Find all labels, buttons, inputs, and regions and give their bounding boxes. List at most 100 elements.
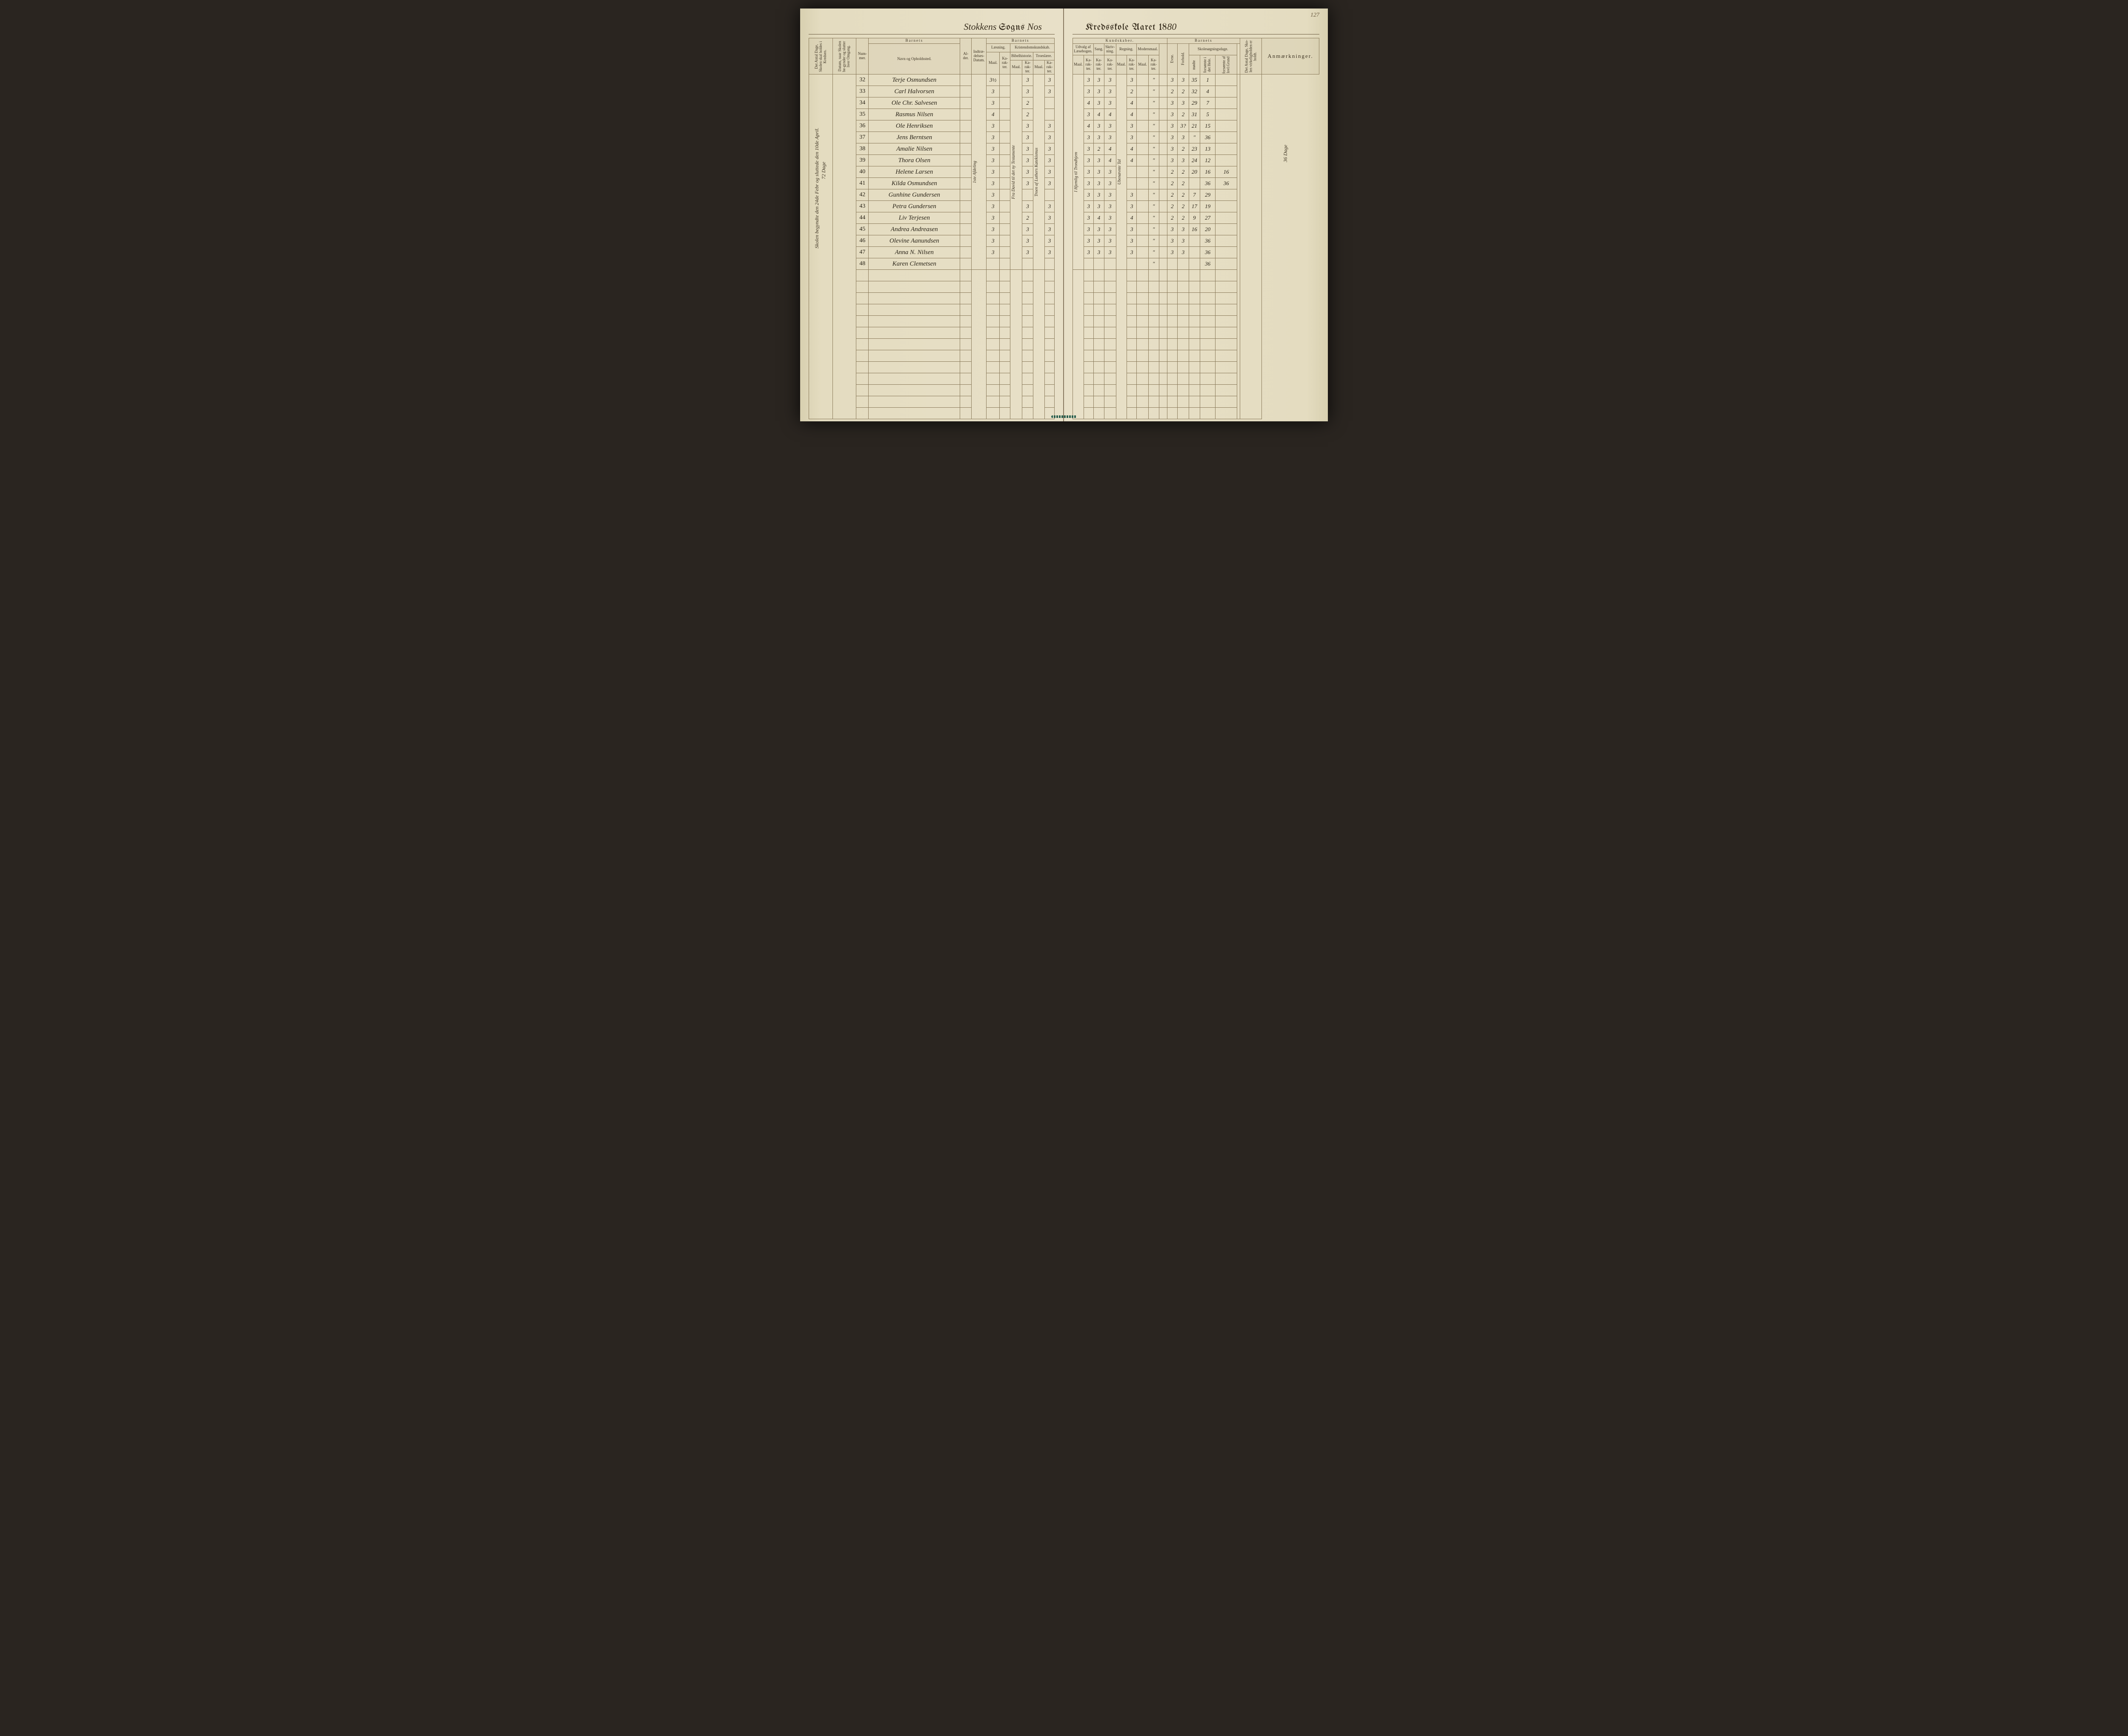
cell-laes-m: 3 [987, 97, 1000, 109]
cell-name: Petra Gundersen [869, 201, 960, 212]
col-navn: Navn og Opholdssted. [869, 43, 960, 74]
cell-nummer: 44 [856, 212, 869, 224]
cell-modte: 16 [1189, 224, 1200, 235]
group-kundskaber: Kundskaber. [1073, 38, 1167, 44]
cell-bib-k [1022, 189, 1033, 201]
col-alder: Al-der. [960, 38, 972, 74]
sub-bibel: Bibelhistorie. [1010, 52, 1033, 60]
cell-blank [1159, 132, 1167, 143]
cell-forhold: 2 [1178, 166, 1189, 178]
cell-forhold: 3 [1178, 155, 1189, 166]
cell-nummer: 39 [856, 155, 869, 166]
cell-laes-k [1000, 258, 1010, 270]
cell-skr: 3 [1104, 235, 1116, 247]
cell-alder [960, 155, 972, 166]
cell-modte: 20 [1189, 166, 1200, 178]
cell-reg-maal: Ubenævnte Tal [1116, 74, 1127, 270]
cell-blank [1159, 258, 1167, 270]
cell-sang: 2 [1093, 143, 1104, 155]
cell-skr: 3 [1104, 212, 1116, 224]
cell-udv-k: 4 [1084, 97, 1093, 109]
cell-mod-k: " [1148, 258, 1159, 270]
cell-laes-m: 3 [987, 201, 1000, 212]
cell-alder [960, 143, 972, 155]
cell-tro-k: 3 [1045, 178, 1055, 189]
cell-mod-k: " [1148, 178, 1159, 189]
cell-reg-k: 3 [1127, 201, 1137, 212]
left-page: Skolen begyndte den 24de Febr og slutted… [800, 9, 1064, 421]
cell-skr: 3 [1104, 224, 1116, 235]
ledger-body-left: 32Terje Osmundsen1ste Afdeling3½Fra Davi… [809, 74, 1055, 419]
cell-reg-k: 4 [1127, 97, 1137, 109]
col-reg-maal: Maal. [1116, 55, 1127, 74]
cell-laes-m: 3 [987, 120, 1000, 132]
cell-mod-maal [1137, 86, 1149, 97]
cell-fors: 29 [1200, 189, 1215, 201]
cell-forhold: 2 [1178, 201, 1189, 212]
cell-mod-maal [1137, 201, 1149, 212]
cell-modte: 7 [1189, 189, 1200, 201]
cell-modte: 17 [1189, 201, 1200, 212]
cell-laes-m: 3½ [987, 74, 1000, 86]
cell-evne: 3 [1167, 74, 1178, 86]
cell-laes-k [1000, 97, 1010, 109]
col-tro-kar: Ka-rak-ter. [1045, 60, 1055, 74]
cell-bib-k [1022, 258, 1033, 270]
cell-nummer: 34 [856, 97, 869, 109]
cell-sang: 3 [1093, 178, 1104, 189]
cell-mod-maal [1137, 178, 1149, 189]
sub-troes: Troeslære. [1033, 52, 1055, 60]
cell-modte: 32 [1189, 86, 1200, 97]
cell-evne: 3 [1167, 120, 1178, 132]
cell-forhold: 3? [1178, 120, 1189, 132]
cell-sang: 3 [1093, 120, 1104, 132]
cell-alder [960, 201, 972, 212]
cell-name: Thora Olsen [869, 155, 960, 166]
margin-note-dates: Skolen begyndte den 24de Febr og slutted… [814, 128, 820, 249]
cell-reg-k: 3 [1127, 247, 1137, 258]
table-row-empty [1073, 408, 1319, 419]
cell-name: Anna N. Nilsen [869, 247, 960, 258]
cell-reg-k: 2 [1127, 86, 1137, 97]
cell-sang: 3 [1093, 97, 1104, 109]
cell-udv-k [1084, 258, 1093, 270]
cell-udv-k: 3 [1084, 212, 1093, 224]
col-skr-kar: Ka-rak-ter. [1104, 55, 1116, 74]
group-udvalg: Udvalg af Læsebogen. [1073, 43, 1094, 55]
cell-blank [1159, 235, 1167, 247]
cell-evne: 3 [1167, 224, 1178, 235]
cell-mod-maal [1137, 247, 1149, 258]
right-page: 127 36 Dage Kredsskole Aaret 1880 Kundsk… [1064, 9, 1328, 421]
cell-fors: 36 [1200, 235, 1215, 247]
table-row-empty [1073, 327, 1319, 339]
cell-forsg: 36 [1216, 178, 1237, 189]
cell-bib-k: 2 [1022, 109, 1033, 120]
cell-fors: 4 [1200, 86, 1215, 97]
cell-forsg [1216, 120, 1237, 132]
cell-name: Ole Henriksen [869, 120, 960, 132]
cell-laes-k [1000, 224, 1010, 235]
cell-bib-k: 3 [1022, 224, 1033, 235]
cell-evne: 3 [1167, 143, 1178, 155]
cell-laes-m [987, 258, 1000, 270]
cell-tro-k: 3 [1045, 74, 1055, 86]
table-row: "36 [1073, 258, 1319, 270]
cell-nummer: 32 [856, 74, 869, 86]
cell-tro-k: 3 [1045, 132, 1055, 143]
cell-laes-m: 4 [987, 109, 1000, 120]
cell-forhold: 3 [1178, 97, 1189, 109]
cell-forsg [1216, 212, 1237, 224]
cell-name: Carl Halvorsen [869, 86, 960, 97]
col-laes-kar: Ka-rak-ter. [1000, 52, 1010, 74]
cell-mod-maal [1137, 109, 1149, 120]
table-row-empty [1073, 281, 1319, 293]
cell-indtr: 1ste Afdeling [972, 74, 987, 270]
col-indtr: Indtræ-delses-Datum. [972, 38, 987, 74]
cell-blank [1159, 74, 1167, 86]
cell-blank [1159, 224, 1167, 235]
cell-forsg [1216, 97, 1237, 109]
cell-skr: 3 [1104, 132, 1116, 143]
title-parish: Stokkens [964, 21, 997, 32]
cell-mod-k: " [1148, 166, 1159, 178]
cell-laes-k [1000, 178, 1010, 189]
